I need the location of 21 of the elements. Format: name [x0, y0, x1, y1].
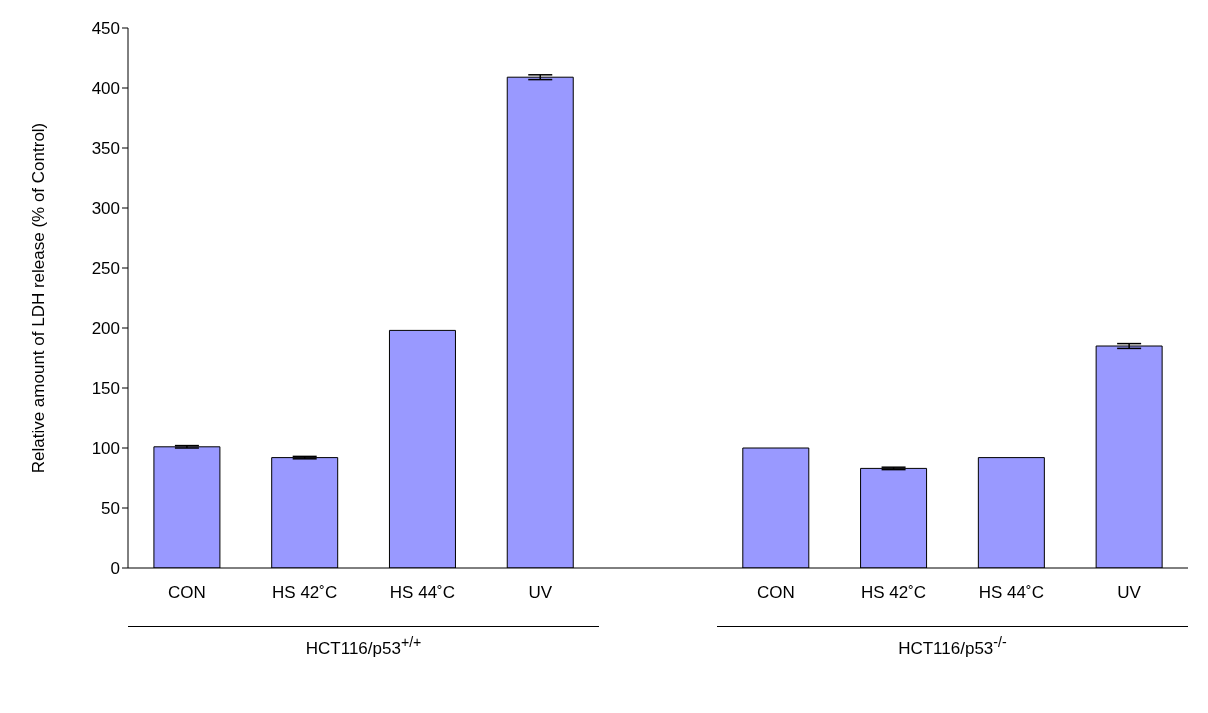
- x-tick-label: CON: [168, 583, 206, 603]
- y-tick-label: 150: [91, 379, 120, 399]
- x-tick-label: HS 42˚C: [860, 583, 927, 603]
- x-tick-label: HS 44˚C: [978, 583, 1044, 603]
- y-tick-label: 0: [110, 559, 120, 579]
- x-tick-label: HS 42˚C: [272, 583, 338, 603]
- text: HCT116/p53$^{-/-}$: [897, 634, 1008, 659]
- x-tick-label: CON: [756, 583, 795, 603]
- y-tick-label: 350: [91, 139, 120, 159]
- y-tick-label: 400: [91, 79, 120, 99]
- y-tick-label: 300: [91, 199, 120, 219]
- y-tick-label: 200: [91, 319, 120, 339]
- y-tick-label: 50: [101, 499, 120, 519]
- x-tick-label: UV: [528, 583, 553, 603]
- y-axis-title: Relative amount of LDH release (% of Control): [29, 122, 49, 474]
- y-tick-label: 450: [91, 19, 120, 39]
- x-tick-label: UV: [1117, 583, 1142, 603]
- y-tick-label: 100: [91, 439, 120, 459]
- y-tick-label: 250: [91, 259, 120, 279]
- x-tick-label: HS 44˚C: [389, 583, 456, 603]
- text: HCT116/p53$^{+/+}$: [304, 634, 423, 659]
